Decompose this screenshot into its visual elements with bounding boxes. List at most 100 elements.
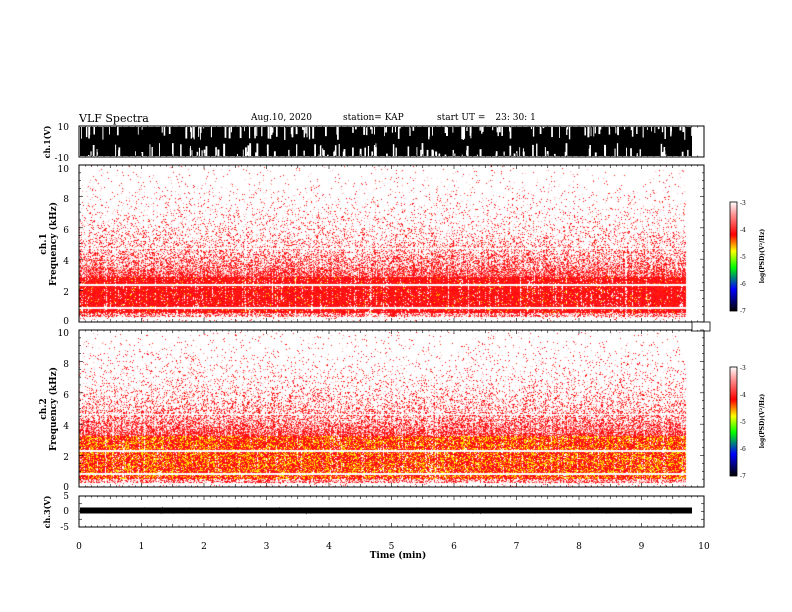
- ch1-waveform-gap: [248, 127, 251, 139]
- ch1-waveform-gap: [223, 143, 226, 156]
- ch1-waveform-gap: [202, 127, 205, 129]
- ch1-waveform-gap: [452, 127, 454, 133]
- ch1-waveform-gap: [539, 127, 542, 134]
- ch1-waveform-gap: [497, 127, 499, 137]
- ch1-waveform-gap: [498, 127, 501, 133]
- ch1-waveform-gap: [201, 150, 203, 156]
- ch1-waveform-gap: [481, 127, 484, 132]
- ch1-waveform-gap: [617, 127, 619, 134]
- ch1-waveform-gap: [334, 145, 337, 156]
- ch1-waveform-gap: [564, 151, 567, 156]
- ch1-waveform-gap: [305, 127, 307, 134]
- ch1-waveform-gap: [261, 127, 263, 137]
- ch1-waveform-gap: [246, 153, 248, 156]
- colorbar2-frame: [729, 366, 738, 477]
- ch1-waveform-gap: [322, 148, 324, 156]
- start-time-value: 23: 30: 1: [495, 113, 536, 123]
- ch1-waveform-gap: [303, 150, 305, 156]
- ch1-waveform-gap: [96, 152, 98, 156]
- ch1-waveform-gap: [249, 143, 252, 156]
- ch1-waveform-gap: [236, 153, 238, 156]
- ch1-waveform-gap: [371, 127, 373, 134]
- ch1-waveform-gap: [185, 127, 188, 139]
- ch1-waveform-gap: [642, 127, 644, 138]
- ch1-waveform-gap: [266, 144, 269, 156]
- ch1-spectrogram-image: [79, 166, 695, 321]
- ch1-waveform-gap: [397, 127, 400, 139]
- ch1-waveform-gap: [190, 127, 192, 139]
- xtick-7: 7: [514, 542, 520, 552]
- spec1-ytick-4: 4: [63, 257, 69, 267]
- ch1-ylabel: ch.1(V): [42, 125, 52, 158]
- ch1-waveform-gap: [168, 127, 171, 135]
- ch1-waveform-gap: [385, 127, 387, 133]
- chart-title: VLF Spectra: [79, 112, 149, 125]
- ch1-waveform-trace: [80, 127, 692, 156]
- ch1-waveform-gap: [205, 146, 208, 156]
- ch1-waveform-gap: [553, 153, 556, 156]
- ch1-waveform-gap: [141, 152, 144, 156]
- xtick-9: 9: [639, 542, 645, 552]
- ch1-waveform-gap: [509, 127, 512, 139]
- ch1-waveform-gap: [508, 127, 511, 132]
- ch1-waveform-gap: [444, 154, 447, 156]
- spec2-ylabel-freq: Frequency (kHz): [48, 367, 59, 451]
- spec1-ytick-2: 2: [63, 288, 69, 298]
- ch1-waveform-gap: [366, 127, 368, 136]
- ch1-waveform-gap: [267, 151, 269, 156]
- ch1-waveform-gap: [364, 147, 366, 156]
- panel-frame-2: [78, 164, 705, 323]
- ch1-waveform-gap: [288, 149, 290, 156]
- ch3-ytick-5: 5: [63, 492, 69, 502]
- ch1-waveform-gap: [269, 127, 272, 139]
- ch1-waveform-gap: [646, 127, 648, 130]
- ch1-waveform-gap: [151, 146, 153, 156]
- ch1-waveform-gap: [171, 143, 174, 156]
- ch1-waveform-gap: [544, 147, 546, 156]
- ch1-waveform-gap: [462, 127, 465, 140]
- ch1-waveform-gap: [270, 127, 273, 130]
- ch1-waveform-gap: [584, 127, 586, 136]
- spec2-ytick-6: 6: [63, 391, 69, 401]
- ch1-waveform-gap: [431, 149, 433, 156]
- ch1-waveform-gap: [394, 127, 396, 133]
- ch1-waveform-gap: [421, 143, 424, 156]
- ch1-waveform-gap: [312, 127, 315, 139]
- station-label: station= KAP: [343, 113, 404, 123]
- ch1-waveform-gap: [587, 127, 590, 138]
- ch1-waveform-gap: [324, 127, 327, 137]
- ch1-waveform-gap: [320, 145, 322, 156]
- ch1-waveform-gap: [118, 150, 119, 156]
- ch1-waveform-gap: [149, 144, 151, 156]
- ch1-waveform-gap: [661, 127, 664, 133]
- ch1-waveform-gap: [367, 145, 370, 156]
- ch1-waveform-gap: [593, 127, 595, 137]
- spec1-ytick-10: 10: [58, 165, 70, 175]
- colorbar2-tick-m4: -4: [740, 392, 746, 399]
- ch1-waveform-gap: [631, 127, 634, 137]
- colorbar1-tick-m5: -5: [740, 254, 746, 261]
- ch1-waveform-gap: [492, 127, 494, 131]
- ch1-waveform-gap: [295, 127, 298, 135]
- ch1-waveform-gap: [657, 127, 660, 130]
- ch1-waveform-gap: [568, 127, 571, 140]
- ch1-waveform-gap: [466, 127, 468, 131]
- ch1-waveform-gap: [690, 127, 692, 136]
- xtick-8: 8: [576, 542, 582, 552]
- ch1-waveform-gap: [530, 127, 532, 130]
- ch1-waveform-gap: [670, 127, 672, 135]
- ch1-waveform-gap: [532, 144, 534, 156]
- ch1-waveform-gap: [88, 127, 90, 139]
- panel-frames: [78, 125, 711, 528]
- ch1-waveform-gap: [198, 127, 200, 137]
- ch3-waveform-band: [80, 507, 692, 514]
- ch1-waveform-gap: [496, 127, 498, 133]
- ch1-waveform-gap: [230, 127, 233, 133]
- ch1-waveform-gap: [438, 153, 441, 156]
- ch1-waveform-gap: [428, 127, 430, 140]
- ch1-waveform-gap: [92, 144, 95, 156]
- ch2-spectrogram-image: [79, 332, 695, 487]
- ch1-waveform-gap: [542, 127, 545, 129]
- ch1-waveform-gap: [352, 127, 354, 133]
